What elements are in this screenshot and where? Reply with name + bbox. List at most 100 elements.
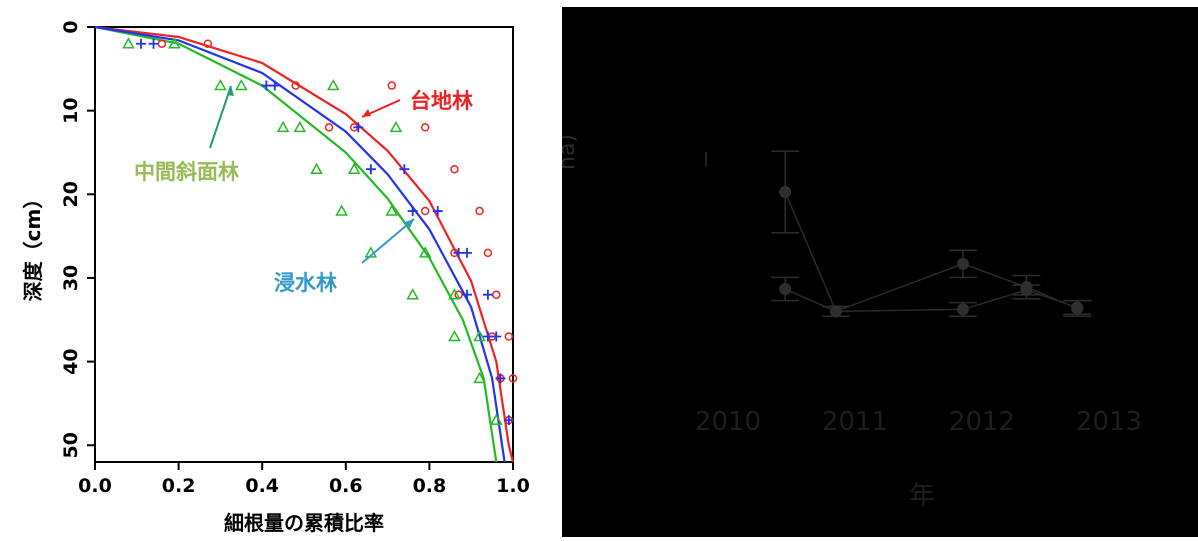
annotation-daichi: 台地林 [361,89,473,118]
data-point-circle [203,39,213,48]
data-point-triangle [214,79,227,91]
x-tick-label: 0.0 [78,475,112,497]
y-axis: 0 10 20 30 40 50 [60,20,95,458]
data-point-plus [503,415,514,426]
data-point [779,283,792,296]
data-point-triangle [448,329,461,342]
data-point-triangle [310,162,323,174]
data-point-plus [495,373,506,384]
annotation-arrow [361,218,415,264]
x-tick-label: 2012 [949,407,1015,437]
data-point-plus [353,122,364,133]
y-tick-label: 0 [60,20,82,33]
plot-area [562,167,1198,385]
data-point-plus [399,164,410,175]
data-point-triangle [448,288,461,300]
data-point-circle [450,164,459,174]
x-tick-label: 0.8 [413,475,447,497]
x-tick-label: 2013 [1076,407,1142,437]
data-point-circle [508,374,518,383]
y-tick-label: 10 [60,97,82,123]
fit-curve [94,25,498,463]
x-tick-label: 0.6 [329,475,363,497]
data-point [779,186,792,199]
data-point-plus [148,38,159,49]
fit-curve [94,25,506,463]
data-point-circle [504,332,514,341]
data-point-plus [407,206,418,217]
data-point-triangle [473,371,486,384]
data-point-plus [261,80,272,91]
x-tick-label: 2010 [695,407,761,437]
data-points [122,37,518,426]
data-point-plus [453,247,464,258]
arrowhead [405,219,414,228]
plot-frame [94,26,514,463]
annotation-label: 中間斜面林 [134,160,239,184]
left-chart-panel: 0.0 0.2 0.4 0.6 0.8 1.0 0 10 20 30 40 50 細根量の累積比率 … [0,0,560,537]
data-point-plus [269,80,280,91]
data-point-circle [492,290,501,299]
data-point-circle [420,123,430,132]
data-point-triangle [122,37,135,49]
data-point [956,257,969,270]
fit-curve [94,25,515,463]
y-tick-label: 20 [60,181,82,207]
x-axis-label: 年 [909,481,935,511]
arrowhead [227,86,234,96]
data-point-triangle [326,79,340,91]
arrowhead [362,109,371,117]
data-point-plus [491,331,502,342]
x-tick-label: 1.0 [496,475,530,497]
data-point [956,303,969,316]
data-point-triangle [168,37,181,49]
right-chart-panel: ha) 2010 2011 2012 2013 年 [555,7,1198,537]
data-point-circle [324,123,334,132]
data-point-circle [475,206,484,216]
yearly-trend-chart: ha) 2010 2011 2012 2013 年 [555,134,1198,511]
x-axis: 2010 2011 2012 2013 [695,407,1142,437]
data-point-triangle [406,288,419,300]
fit-curves [94,25,515,463]
annotation-chukan: 中間斜面林 [134,85,239,184]
data-point-plus [365,164,376,175]
data-point-plus [135,38,146,49]
annotation-label: 台地林 [410,89,473,113]
data-point-triangle [473,329,486,342]
y-tick-label: 40 [60,348,82,374]
data-point-triangle [235,79,248,91]
x-tick-label: 0.2 [162,475,196,497]
annotation-shinsui: 浸水林 [274,218,415,295]
data-point [1071,301,1084,314]
data-point-triangle [276,120,290,133]
y-tick-label: 30 [60,265,82,291]
data-point-triangle [385,204,399,216]
data-point-plus [462,289,473,300]
data-point-triangle [347,162,361,174]
data-point [1020,284,1033,297]
y-axis-label-fragment: ha) [562,134,580,170]
annotation-label: 浸水林 [274,271,337,295]
data-point-circle [291,81,300,90]
data-point-plus [482,289,493,300]
data-point-triangle [293,120,307,133]
data-point-triangle [335,204,348,216]
series-lines [771,150,1092,318]
y-tick-label: 50 [60,432,82,458]
data-point-circle [387,81,397,90]
data-point [829,305,842,318]
data-point-triangle [389,120,403,133]
data-point-circle [483,248,493,258]
x-axis: 0.0 0.2 0.4 0.6 0.8 1.0 [78,462,530,497]
data-point-triangle [490,413,503,425]
x-axis-label: 細根量の累積比率 [224,511,384,535]
data-point-triangle [418,246,432,258]
data-point-plus [482,331,493,342]
data-point-plus [432,206,443,217]
y-axis-label: 深度（cm） [21,189,45,302]
data-point-plus [462,247,473,258]
x-tick-label: 2011 [822,407,888,437]
data-point-circle [420,206,430,216]
x-tick-label: 0.4 [245,475,279,497]
